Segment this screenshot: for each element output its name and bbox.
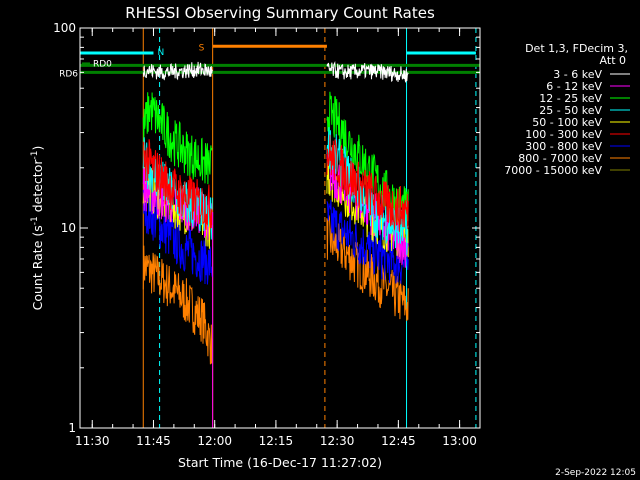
y-axis-label-mid: detector — [30, 159, 45, 217]
x-axis-label: Start Time (16-Dec-17 11:27:02) — [178, 455, 382, 470]
y-axis-label-sup-2: -1 — [30, 151, 40, 160]
series-line-3-6-kev-1 — [326, 60, 409, 83]
series-line-800-7000-kev-1 — [326, 215, 409, 322]
legend-label-2: 12 - 25 keV — [539, 92, 602, 105]
x-tick-label-1: 11:45 — [136, 434, 171, 448]
plot-frame — [79, 27, 481, 429]
legend-label-0: 3 - 6 keV — [553, 68, 602, 81]
legend-label-1: 6 - 12 keV — [546, 80, 602, 93]
series-line-800-7000-kev-0 — [142, 245, 213, 365]
x-tick-label-5: 12:45 — [381, 434, 416, 448]
series-line-12-25-kev-0 — [142, 92, 213, 185]
legend-header-1: Att 0 — [600, 54, 626, 67]
x-tick-label-3: 12:15 — [259, 434, 294, 448]
series-line-3-6-kev-0 — [142, 61, 213, 81]
y-axis-label-end: ) — [30, 146, 45, 151]
plot-area — [80, 28, 480, 428]
series-line-25-50-kev-0 — [142, 137, 213, 240]
legend-label-7: 800 - 7000 keV — [518, 152, 602, 165]
x-tick-label-6: 13:00 — [442, 434, 477, 448]
series-line-100-300-kev-1 — [326, 134, 409, 232]
y-tick-label-0: 1 — [68, 421, 76, 435]
x-tick-label-4: 12:30 — [320, 434, 355, 448]
footer-timestamp: 2-Sep-2022 12:05 — [555, 468, 636, 478]
attenuator-label-rd0: RD0 — [93, 59, 112, 69]
axes: 1 10 100 11:30 11:45 12:00 12:15 12:30 12:45 13:0… — [53, 21, 481, 448]
legend-label-4: 50 - 100 keV — [532, 116, 602, 129]
y-axis-label: Count Rate (s-1 detector-1) — [30, 146, 45, 311]
y-tick-label-2: 100 — [53, 21, 76, 35]
y-tick-label-1: 10 — [61, 221, 76, 235]
legend-label-5: 100 - 300 keV — [525, 128, 602, 141]
attenuator-label-rd6: RD6 — [59, 69, 78, 79]
chart-title: RHESSI Observing Summary Count Rates — [125, 4, 435, 22]
y-axis-label-sup-1: -1 — [30, 216, 40, 225]
legend-label-6: 300 - 800 keV — [525, 140, 602, 153]
y-axis-label-main: Count Rate (s — [30, 225, 45, 310]
x-tick-label-2: 12:00 — [197, 434, 232, 448]
flag-label-s: S — [199, 43, 205, 53]
flag-label-n: N — [157, 48, 164, 58]
series-line-300-800-kev-0 — [142, 188, 213, 285]
x-tick-label-0: 11:30 — [75, 434, 110, 448]
legend-header-0: Det 1,3, FDecim 3, — [525, 42, 628, 55]
series-line-100-300-kev-0 — [142, 139, 213, 230]
legend-label-3: 25 - 50 keV — [539, 104, 602, 117]
legend-label-8: 7000 - 15000 keV — [504, 164, 602, 177]
